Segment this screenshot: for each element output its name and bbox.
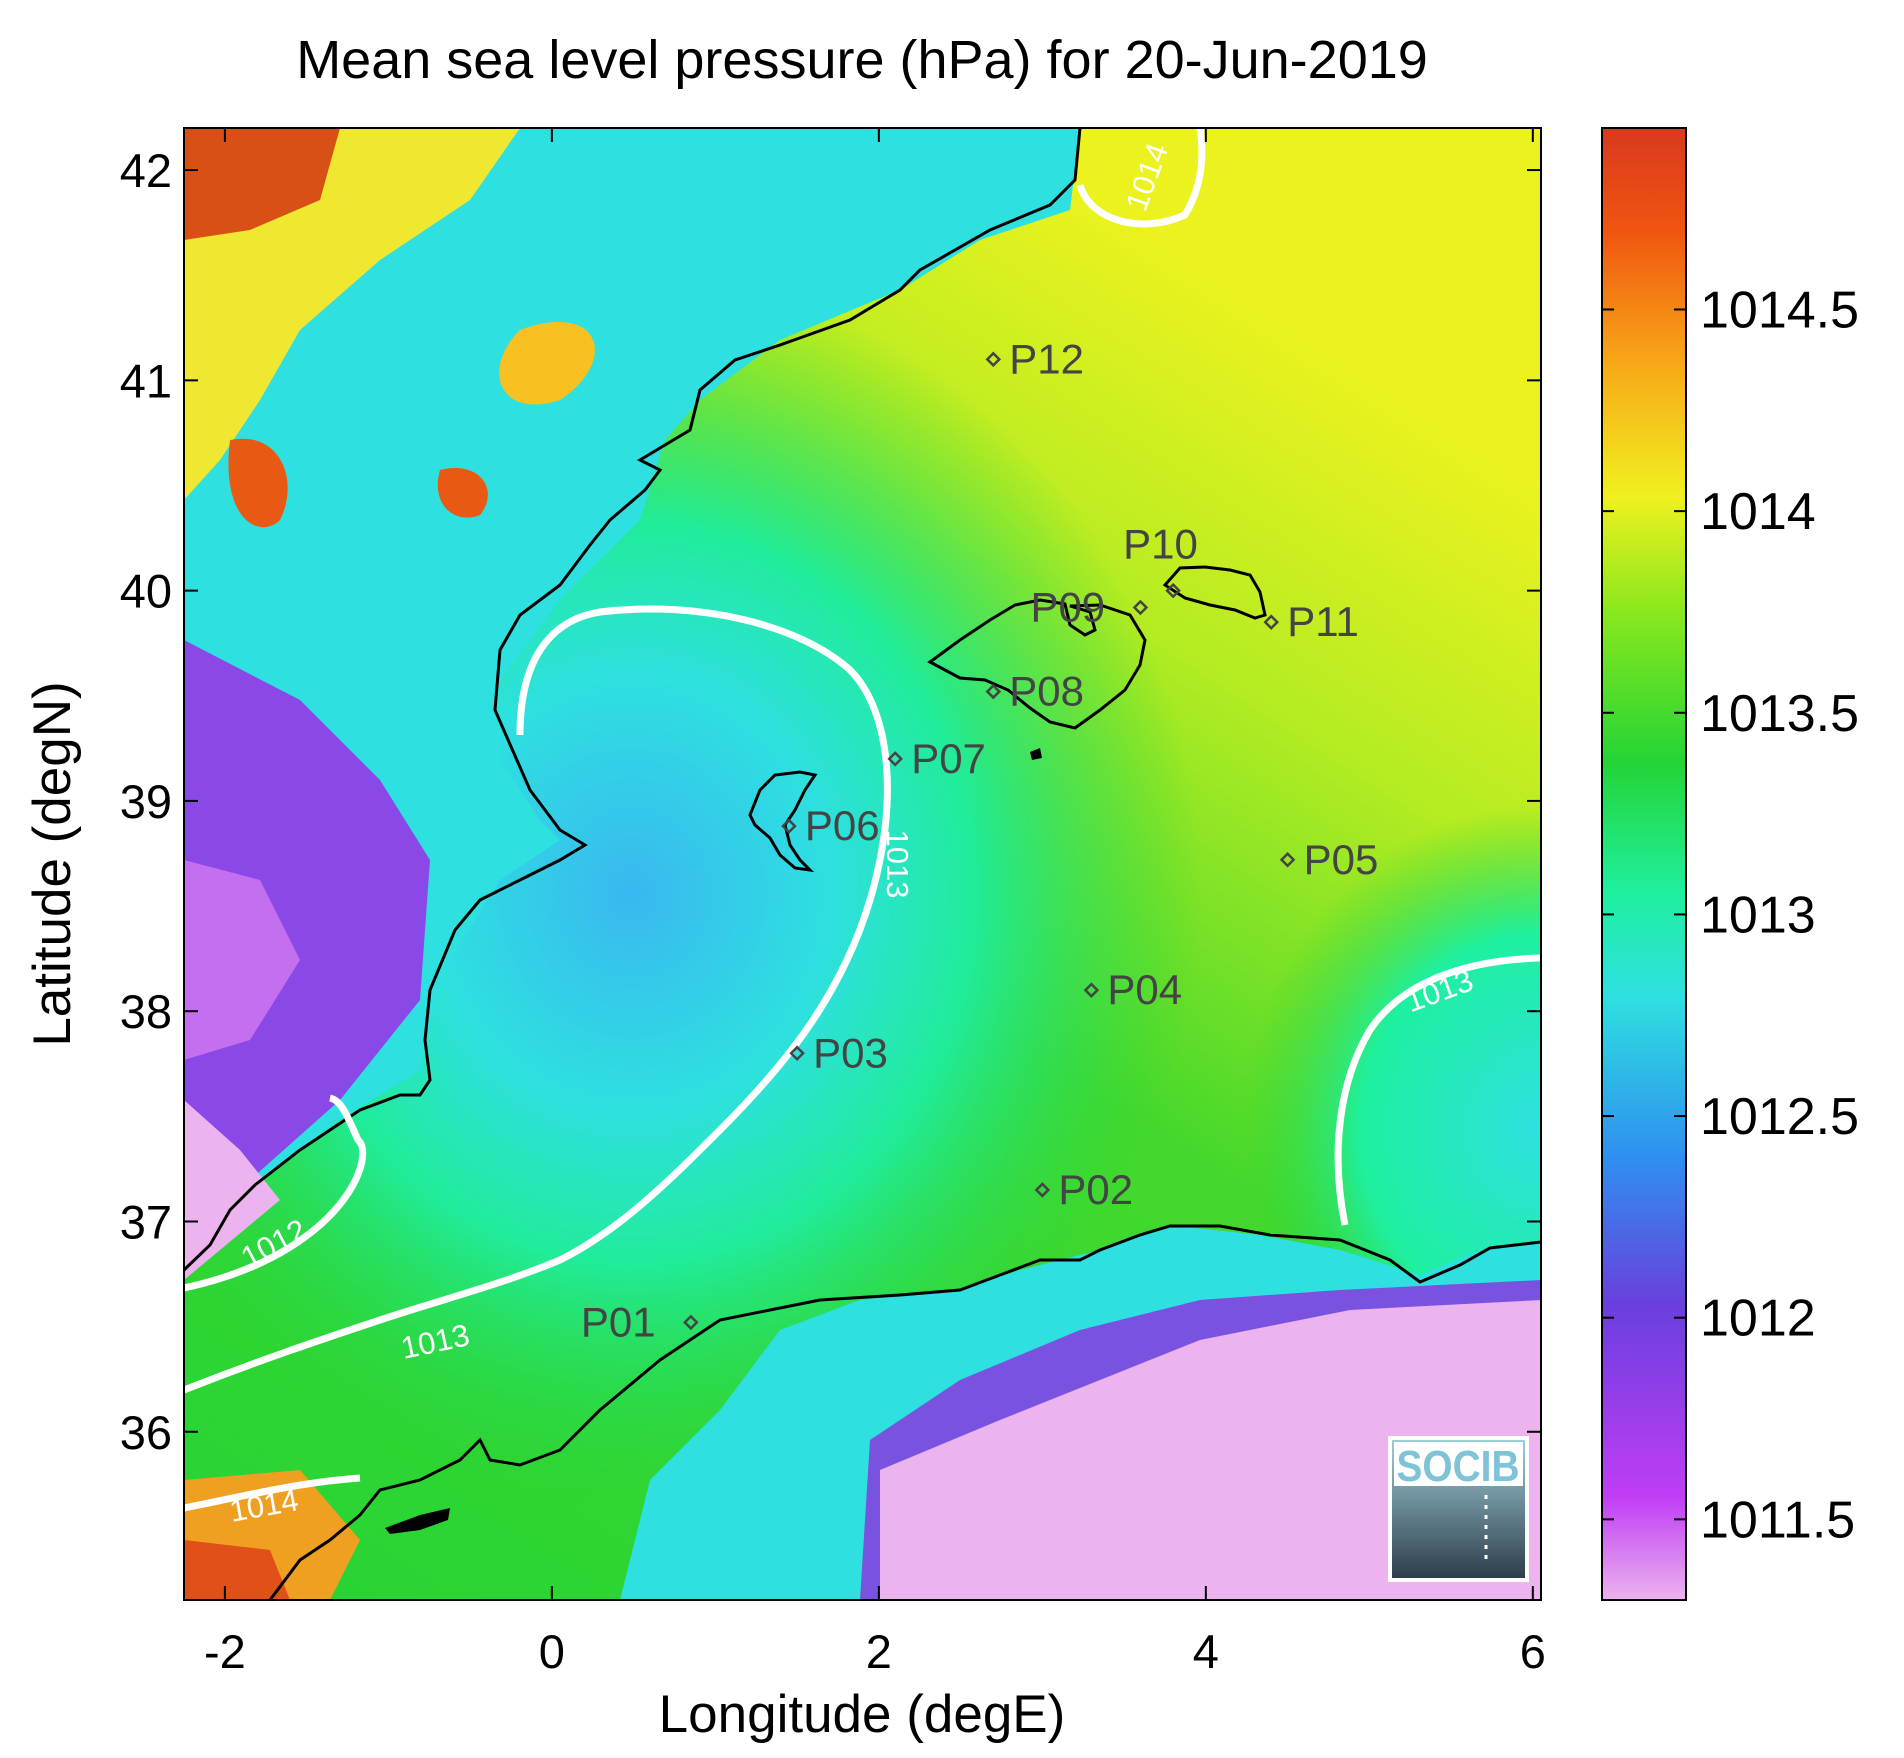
station-label: P06 [805,802,880,849]
x-tick-label: 2 [866,1625,892,1678]
colorbar-tick-label: 1013.5 [1700,685,1859,743]
island-mallorca [927,598,1147,730]
station-label: P07 [911,735,986,782]
socib-logo: SOCIB [1388,1436,1529,1582]
station-marker [887,751,903,767]
station-label: P05 [1304,836,1379,883]
y-axis-ticks: 36 37 38 39 40 41 42 [120,144,1541,1459]
colorbar-tick-label: 1014.5 [1700,281,1859,339]
x-tick-label: 0 [539,1625,565,1678]
station-label: P11 [1287,598,1359,645]
coastline-iberia [184,128,1082,1272]
colorbar-tick-label: 1011.5 [1700,1491,1855,1549]
contour-label: 1013 [880,830,915,899]
island-alboran [385,1508,450,1534]
y-tick-label: 41 [120,354,172,407]
colorbar [1601,127,1687,1601]
y-tick-label: 38 [120,985,172,1038]
station-marker [1165,582,1181,599]
island-menorca [1162,565,1267,620]
y-tick-label: 36 [120,1406,172,1459]
logo-text: SOCIB [1397,1442,1520,1491]
station-label: P03 [813,1029,888,1076]
station-marker [1279,852,1296,868]
station-marker [985,351,1002,368]
station-marker [1034,1182,1051,1198]
station-label: P09 [1030,583,1105,630]
station-label: P02 [1058,1166,1133,1213]
x-axis-title: Longitude (degE) [659,1685,1066,1744]
stations: P01 P02 P03 P04 P05 P06 P07 P08 P09 P10 P11 P12 [581,335,1378,1345]
x-axis-ticks: -2 0 2 4 6 [204,128,1546,1678]
station-label: P01 [581,1298,656,1345]
pressure-field [184,128,1541,1600]
colorbar-tick-label: 1012.5 [1700,1088,1859,1146]
station-marker [1083,982,1100,998]
x-tick-label: 6 [1520,1625,1546,1678]
chart-title: Mean sea level pressure (hPa) for 20-Jun… [296,30,1428,90]
y-tick-label: 39 [120,775,172,828]
station-label: P10 [1123,521,1198,568]
colorbar-ticks: 1011.5 1012 1012.5 1013 1013.5 1014 1014.5 [1602,281,1859,1549]
station-marker [985,683,1002,700]
plot-frame [183,127,1542,1601]
station-marker [1263,614,1279,630]
station-label: P08 [1009,668,1084,715]
colorbar-tick-label: 1014 [1700,483,1816,541]
island-cabrera [1030,748,1042,760]
colorbar-tick-label: 1012 [1700,1290,1816,1348]
contours [184,128,1541,1512]
station-marker [1132,599,1149,616]
y-tick-label: 40 [120,565,172,618]
y-axis-title: Latitude (degN) [23,681,82,1046]
x-tick-label: -2 [204,1625,246,1678]
station-marker [683,1314,699,1331]
colorbar-tick-label: 1013 [1700,886,1816,944]
station-label: P04 [1107,966,1182,1013]
coastline-africa [268,1224,1541,1600]
station-label: P12 [1009,335,1084,382]
station-marker [781,818,797,834]
x-tick-label: 4 [1193,1625,1219,1678]
y-tick-label: 37 [120,1195,172,1248]
y-tick-label: 42 [120,144,172,197]
island-ibiza [748,770,818,873]
station-marker [789,1045,805,1062]
